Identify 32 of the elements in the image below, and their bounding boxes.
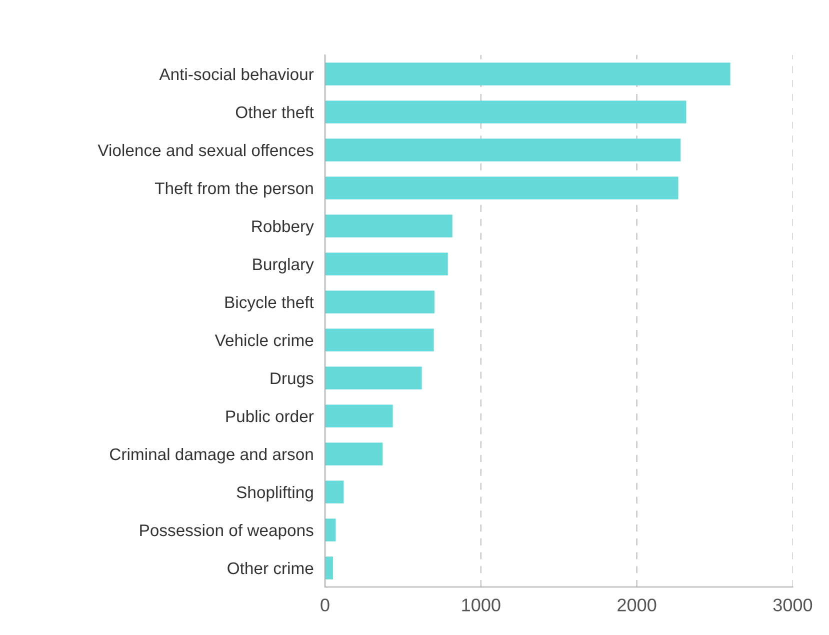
bar (325, 366, 422, 390)
y-tick-label: Anti-social behaviour (159, 68, 314, 80)
bar (325, 442, 383, 466)
bar (325, 328, 434, 352)
y-tick-label: Vehicle crime (214, 334, 314, 346)
y-tick-label: Possession of weapons (140, 524, 314, 540)
x-tick-label: 3000 (773, 598, 812, 612)
bar (325, 556, 333, 580)
y-tick-label: Violence and sexual offences (98, 144, 314, 156)
bar (325, 290, 434, 314)
bar (325, 404, 393, 428)
y-tick-label: Drugs (270, 372, 314, 388)
bar (325, 176, 678, 200)
bar (325, 138, 681, 162)
y-tick-label: Burglary (253, 258, 314, 274)
y-tick-label: Theft from the person (154, 182, 313, 198)
bar (325, 252, 448, 276)
bar (325, 214, 452, 238)
y-tick-label: Other crime (228, 562, 314, 574)
y-tick-label: Other theft (236, 106, 314, 118)
x-tick-label: 0 (320, 598, 330, 612)
y-tick-label: Public order (226, 410, 314, 422)
y-tick-label: Robbery (252, 220, 314, 236)
bar (325, 480, 344, 504)
x-tick-label: 1000 (462, 598, 500, 612)
bar (325, 62, 730, 86)
y-tick-label: Bicycle theft (225, 296, 314, 312)
y-tick-label: Criminal damage and arson (110, 448, 313, 464)
y-tick-label: Shoplifting (236, 486, 313, 502)
bar (325, 100, 686, 124)
x-tick-label: 2000 (618, 598, 656, 612)
bar (325, 518, 336, 542)
